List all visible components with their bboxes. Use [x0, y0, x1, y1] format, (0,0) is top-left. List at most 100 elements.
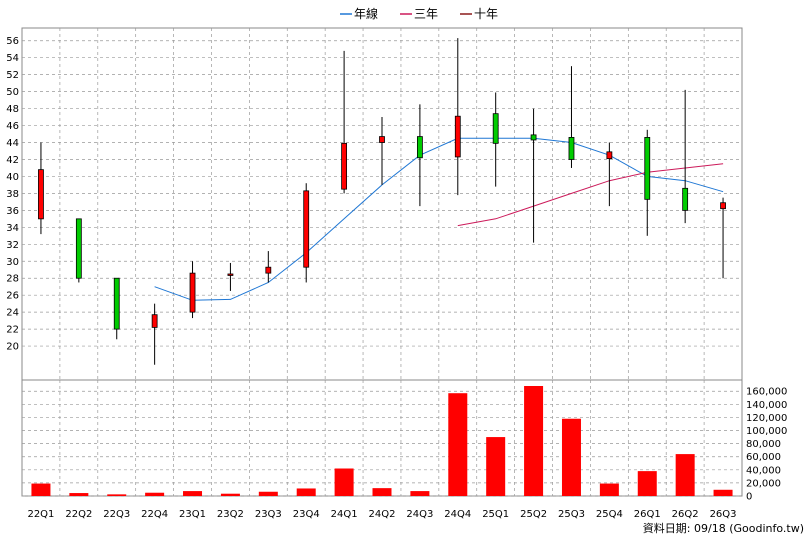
price-tick-label: 26 — [6, 291, 19, 302]
volume-bar-25Q4 — [599, 483, 619, 496]
candle-body — [38, 169, 44, 220]
candle-body — [454, 115, 461, 158]
candle-23Q1 — [189, 261, 196, 319]
volume-bar-22Q2 — [69, 493, 89, 496]
price-tick-label: 56 — [6, 36, 19, 47]
volume-tick-label: 100,000 — [746, 426, 787, 437]
volume-bar-25Q1 — [486, 437, 506, 496]
candle-body — [644, 137, 651, 200]
x-tick-label: 22Q4 — [141, 509, 168, 520]
x-tick-label: 23Q1 — [179, 509, 206, 520]
volume-bar-26Q1 — [637, 471, 657, 496]
price-tick-label: 54 — [6, 53, 19, 64]
volume-panel: 0 20,000 40,000 60,000 80,000 100,000 120,000 1… — [21, 379, 787, 503]
x-tick-label: 25Q3 — [558, 509, 585, 520]
volume-bar-24Q2 — [372, 488, 392, 496]
candle-body — [341, 142, 348, 190]
candle-body — [113, 277, 120, 330]
volume-bar-23Q1 — [183, 491, 203, 496]
x-tick-label: 24Q1 — [331, 509, 358, 520]
volume-bar-22Q3 — [107, 494, 127, 496]
volume-bar-23Q2 — [220, 493, 240, 496]
x-axis: 22Q1 22Q2 22Q3 22Q4 23Q1 23Q2 23Q3 23Q4 24Q1 24Q2… — [27, 509, 736, 520]
price-tick-label: 50 — [6, 87, 19, 98]
price-tick-label: 44 — [6, 138, 19, 149]
volume-tick-label: 20,000 — [746, 478, 781, 489]
x-tick-label: 25Q2 — [520, 509, 547, 520]
price-plot-area — [21, 27, 743, 381]
candle-23Q2 — [227, 262, 234, 291]
candle-24Q4 — [454, 38, 461, 196]
volume-tick-label: 140,000 — [746, 400, 787, 411]
volume-tick-label: 40,000 — [746, 465, 781, 476]
candle-22Q1 — [38, 142, 44, 235]
candle-24Q2 — [379, 117, 385, 185]
price-tick-label: 40 — [6, 172, 19, 183]
x-tick-label: 23Q3 — [255, 509, 282, 520]
price-tick-label: 52 — [6, 70, 19, 81]
legend-label-annual: 年線 — [354, 6, 378, 21]
candle-body — [720, 202, 726, 210]
candle-24Q1 — [341, 50, 348, 194]
candle-22Q2 — [75, 218, 82, 283]
volume-tick-label: 60,000 — [746, 452, 781, 463]
ma-line-three_year — [457, 163, 724, 227]
legend-label-three_year: 三年 — [414, 7, 438, 21]
legend-label-ten_year: 十年 — [474, 7, 498, 21]
volume-bar-26Q3 — [713, 489, 733, 496]
candle-25Q2 — [530, 108, 537, 243]
candle-body — [606, 151, 613, 160]
legend: 年線 三年 十年 — [340, 6, 498, 21]
candle-body — [227, 273, 234, 276]
price-tick-label: 22 — [6, 325, 19, 336]
candle-25Q3 — [568, 66, 575, 168]
price-tick-label: 46 — [6, 121, 19, 132]
x-tick-label: 26Q1 — [634, 509, 661, 520]
candle-25Q1 — [492, 92, 499, 187]
x-tick-label: 22Q3 — [103, 509, 130, 520]
candle-26Q1 — [644, 129, 651, 236]
x-tick-label: 25Q1 — [482, 509, 509, 520]
candle-26Q2 — [682, 89, 689, 224]
ma-line-annual — [154, 137, 724, 301]
price-tick-label: 34 — [6, 223, 19, 234]
x-tick-label: 22Q2 — [65, 509, 92, 520]
x-tick-label: 23Q2 — [217, 509, 244, 520]
volume-tick-label: 120,000 — [746, 413, 787, 424]
x-tick-label: 26Q3 — [710, 509, 737, 520]
candle-26Q3 — [720, 197, 726, 279]
volume-bar-24Q1 — [334, 468, 354, 496]
volume-bar-23Q4 — [296, 488, 316, 496]
candle-body — [682, 187, 689, 211]
x-tick-label: 26Q2 — [672, 509, 699, 520]
candle-22Q4 — [151, 303, 158, 365]
price-tick-label: 32 — [6, 240, 19, 251]
candle-body — [530, 134, 537, 141]
x-tick-label: 24Q3 — [406, 509, 433, 520]
price-tick-label: 24 — [6, 308, 19, 319]
candle-body — [75, 218, 82, 279]
candle-body — [568, 137, 575, 160]
candle-body — [189, 272, 196, 313]
candle-body — [379, 136, 385, 143]
candle-22Q3 — [113, 277, 120, 340]
x-tick-label: 25Q4 — [596, 509, 623, 520]
price-tick-label: 28 — [6, 274, 19, 285]
volume-bar-23Q3 — [258, 491, 278, 496]
data-date-label: 資料日期: 09/18 (Goodinfo.tw) — [643, 521, 804, 535]
candle-24Q3 — [416, 104, 423, 207]
volume-bar-24Q4 — [448, 393, 468, 496]
candle-body — [492, 113, 499, 144]
volume-tick-label: 160,000 — [746, 387, 787, 398]
candle-23Q4 — [303, 183, 310, 283]
x-tick-label: 22Q1 — [27, 509, 54, 520]
candle-23Q3 — [265, 251, 272, 283]
x-tick-label: 23Q4 — [293, 509, 320, 520]
volume-bar-25Q2 — [524, 386, 544, 496]
candle-body — [265, 266, 272, 274]
volume-tick-label: 80,000 — [746, 439, 781, 450]
price-tick-label: 36 — [6, 206, 19, 217]
x-tick-label: 24Q4 — [444, 509, 471, 520]
candle-body — [416, 136, 423, 159]
